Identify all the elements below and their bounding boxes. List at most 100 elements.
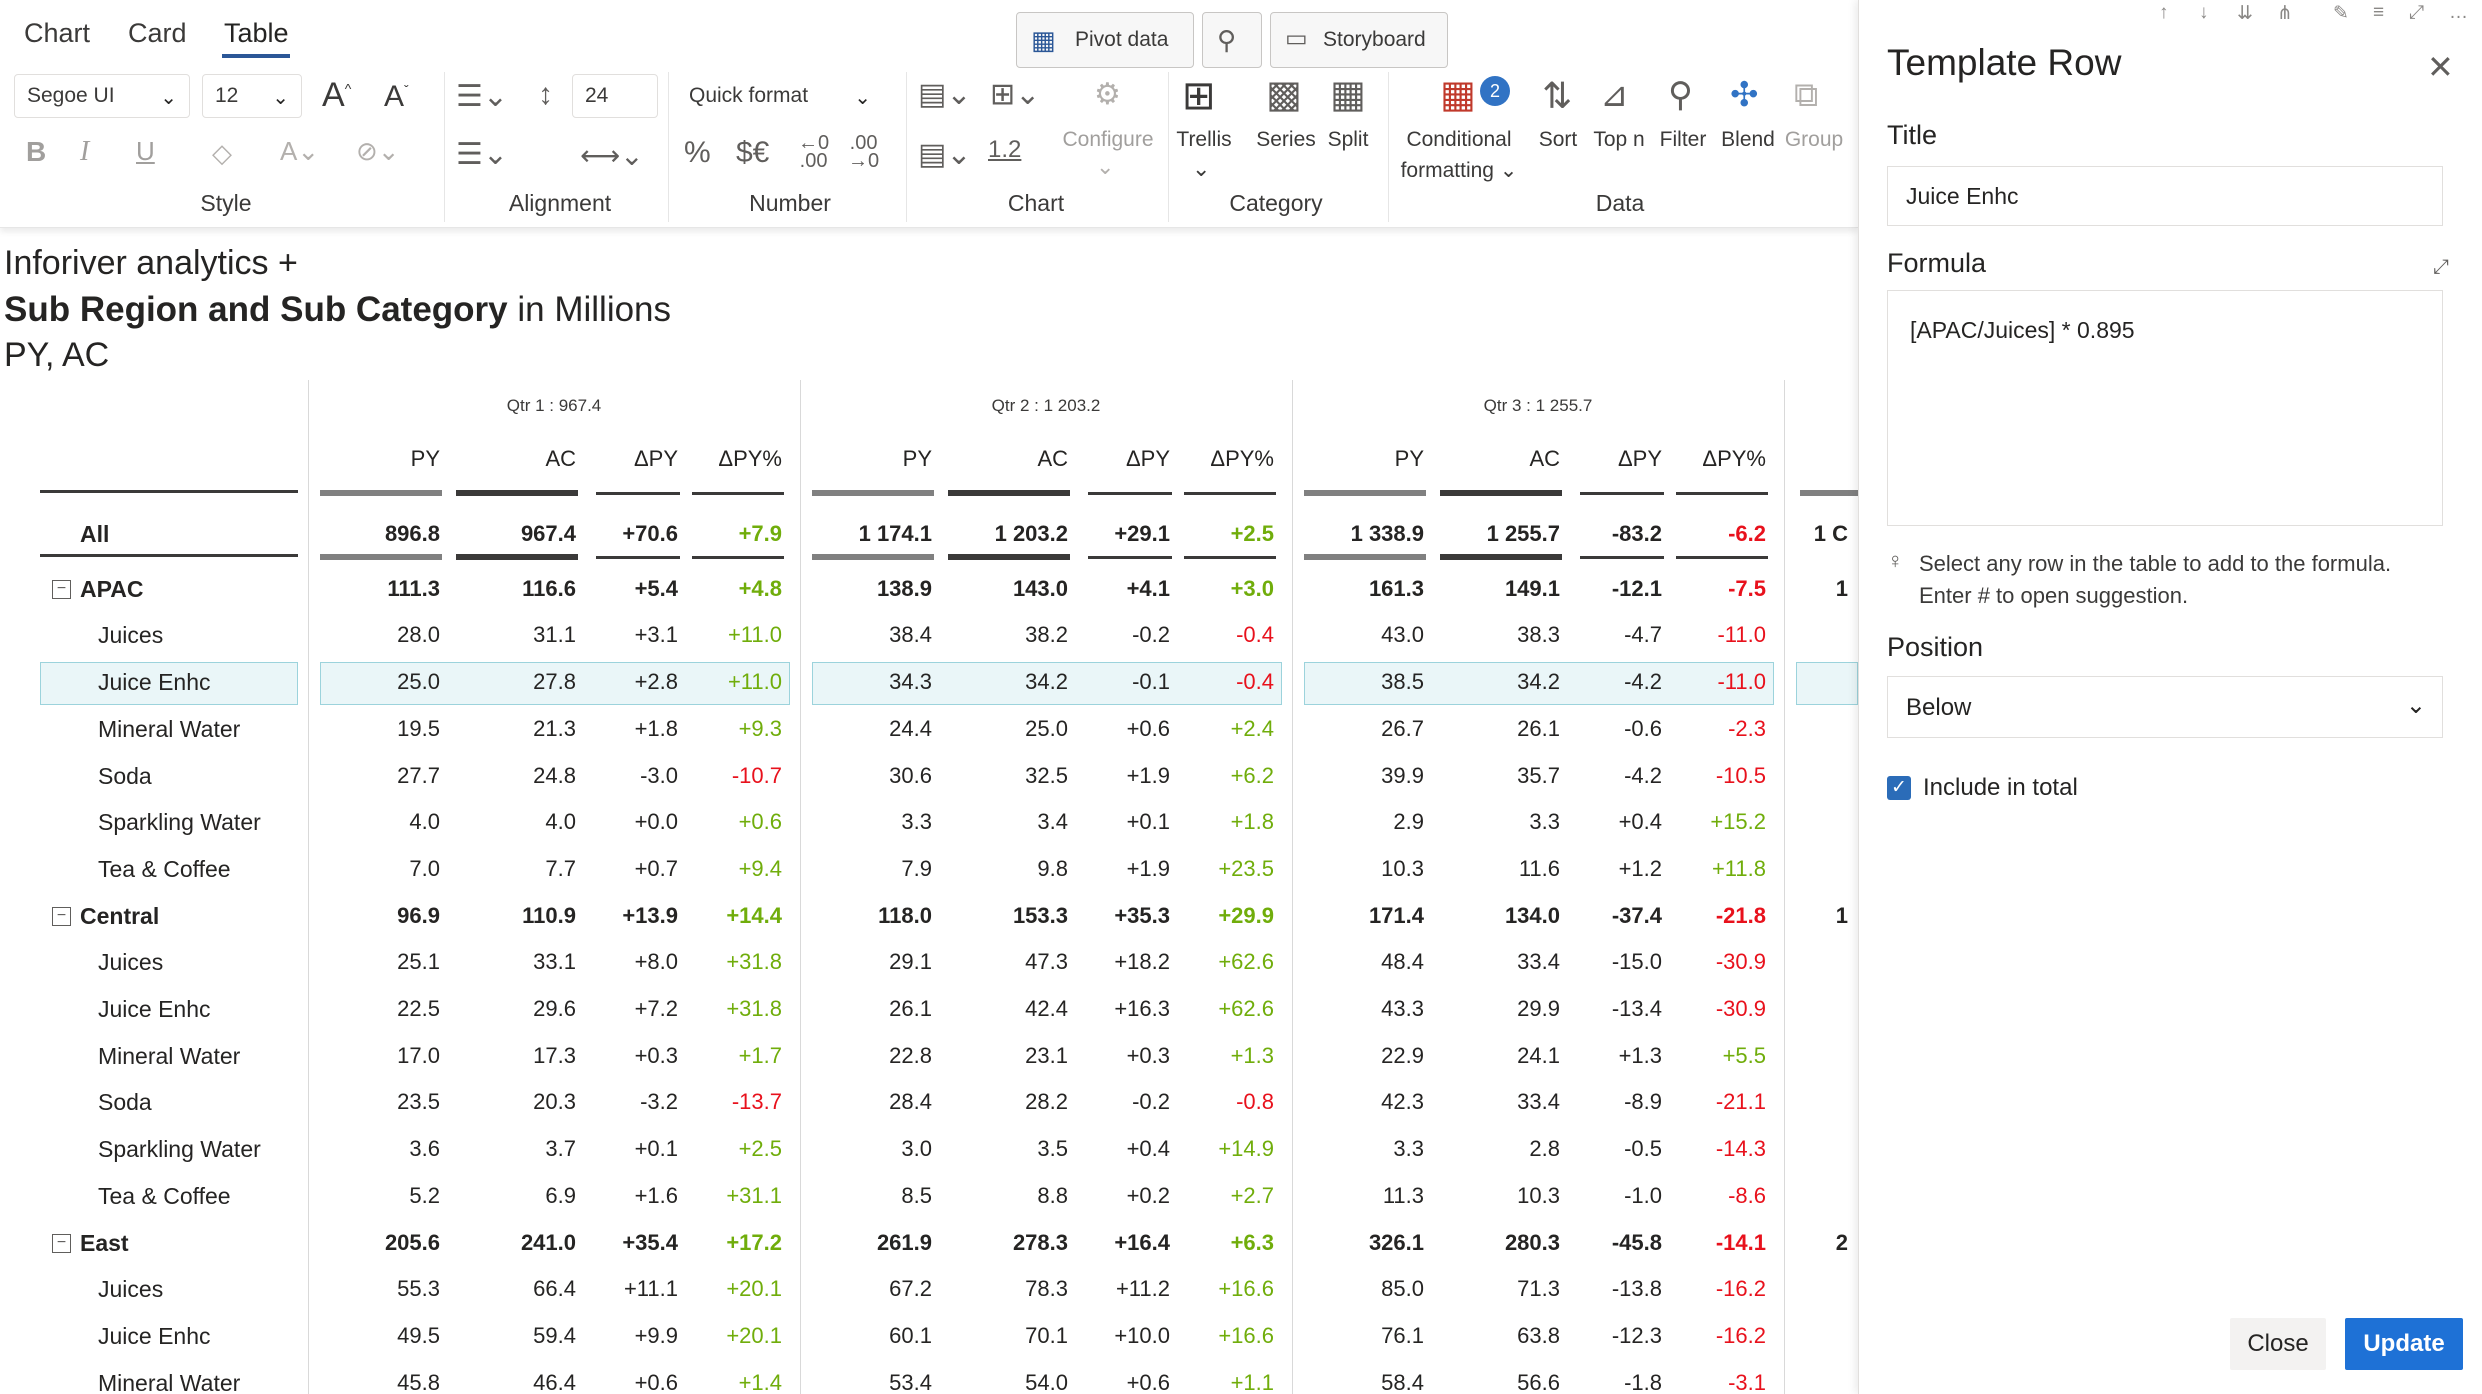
row-label[interactable]: Juice Enhc	[98, 669, 211, 695]
table-cell[interactable]: 32.5	[1025, 763, 1068, 788]
collapse-icon[interactable]: −	[52, 580, 71, 599]
table-cell[interactable]: 2.8	[1529, 1136, 1560, 1161]
table-cell[interactable]: +1.4	[738, 1370, 782, 1394]
table-cell[interactable]: 47.3	[1025, 949, 1068, 974]
table-cell[interactable]: +2.7	[1230, 1183, 1274, 1208]
table-cell[interactable]: 10.3	[1381, 856, 1424, 881]
table-cell[interactable]: -13.8	[1611, 1276, 1662, 1301]
row-label[interactable]: Mineral Water	[98, 716, 241, 742]
close-button[interactable]: Close	[2230, 1318, 2326, 1370]
update-button[interactable]: Update	[2345, 1318, 2463, 1370]
table-cell[interactable]: 78.3	[1025, 1276, 1068, 1301]
quarter-header[interactable]: Qtr 3 : 1 255.7	[1483, 396, 1593, 415]
title-input[interactable]: Juice Enhc	[1887, 166, 2443, 226]
row-label[interactable]: Mineral Water	[98, 1043, 241, 1069]
table-cell[interactable]: 1 C	[1813, 521, 1848, 546]
table-cell[interactable]: -14.3	[1715, 1136, 1766, 1161]
table-row[interactable]: Mineral Water 19.5 21.3 +1.8 +9.3 24.4 25.0 +0.…	[0, 707, 1858, 754]
blend-icon[interactable]: ✣	[1730, 76, 1759, 114]
row-label[interactable]: All	[80, 521, 110, 547]
table-cell[interactable]: 20.3	[533, 1089, 576, 1114]
table-row[interactable]: Juices 28.0 31.1 +3.1 +11.0 38.4 38.2 -0.2 -0.4 4…	[0, 613, 1858, 660]
table-cell[interactable]: 3.6	[409, 1136, 440, 1161]
table-cell[interactable]: -11.0	[1717, 669, 1766, 694]
table-cell[interactable]: +1.9	[1126, 856, 1170, 881]
column-header[interactable]: AC	[1529, 446, 1560, 471]
table-cell[interactable]: +0.7	[634, 856, 678, 881]
top-n-label[interactable]: Top n	[1593, 128, 1645, 151]
table-row[interactable]: Juice Enhc 22.5 29.6 +7.2 +31.8 26.1 42.4 +16.3…	[0, 987, 1858, 1034]
row-label[interactable]: Juices	[98, 622, 164, 648]
table-cell[interactable]: -4.7	[1624, 622, 1662, 647]
table-row[interactable]: Soda 27.7 24.8 -3.0 -10.7 30.6 32.5 +1.9 +6.2 39.…	[0, 754, 1858, 801]
table-cell[interactable]: +2.8	[634, 669, 678, 694]
table-cell[interactable]: +23.5	[1218, 856, 1274, 881]
expand-icon[interactable]: ⤢	[2433, 256, 2449, 278]
table-cell[interactable]: 27.8	[533, 669, 576, 694]
table-cell[interactable]: +3.0	[1230, 576, 1274, 601]
row-label[interactable]: Mineral Water	[98, 1370, 241, 1394]
table-cell[interactable]: 28.0	[397, 622, 440, 647]
table-cell[interactable]: +6.3	[1230, 1230, 1274, 1255]
table-cell[interactable]: +0.4	[1618, 809, 1662, 834]
table-cell[interactable]: 28.4	[889, 1089, 932, 1114]
column-header[interactable]: ΔPY	[633, 446, 678, 471]
row-label[interactable]: Juice Enhc	[98, 1323, 211, 1349]
table-cell[interactable]: -13.7	[731, 1089, 782, 1114]
increase-font-icon[interactable]: A^	[322, 76, 352, 114]
table-row[interactable]: − Central 96.9 110.9 +13.9 +14.4 118.0 153.3 +35…	[0, 894, 1858, 941]
table-cell[interactable]: 1 174.1	[858, 521, 932, 546]
table-cell[interactable]: 2	[1835, 1230, 1848, 1255]
formula-input[interactable]: [APAC/Juices] * 0.895	[1887, 290, 2443, 526]
table-cell[interactable]: -4.2	[1624, 669, 1662, 694]
table-cell[interactable]: 1 203.2	[994, 521, 1068, 546]
table-cell[interactable]: -30.9	[1715, 996, 1766, 1021]
table-cell[interactable]: +11.8	[1711, 856, 1766, 881]
table-cell[interactable]: 54.0	[1025, 1370, 1068, 1394]
table-cell[interactable]: 3.5	[1037, 1136, 1068, 1161]
report-title[interactable]: Inforiver analytics +	[4, 244, 298, 282]
table-cell[interactable]: 71.3	[1517, 1276, 1560, 1301]
table-cell[interactable]: +0.6	[738, 809, 782, 834]
table-cell[interactable]: 1	[1835, 576, 1848, 601]
conditional-formatting-icon[interactable]: ▦	[1440, 74, 1476, 116]
table-cell[interactable]: -8.6	[1728, 1183, 1766, 1208]
table-row[interactable]: Sparkling Water 3.6 3.7 +0.1 +2.5 3.0 3.5 +0.4 +…	[0, 1127, 1858, 1174]
table-row[interactable]: Juices 25.1 33.1 +8.0 +31.8 29.1 47.3 +18.2 +62.…	[0, 940, 1858, 987]
table-cell[interactable]: -12.1	[1611, 576, 1662, 601]
series-icon[interactable]: ▩	[1266, 74, 1302, 116]
focus-mode-icon[interactable]: ⤢	[2409, 2, 2425, 23]
table-cell[interactable]: 22.8	[889, 1043, 932, 1068]
row-label[interactable]: Tea & Coffee	[98, 1183, 231, 1209]
table-cell[interactable]: 55.3	[397, 1276, 440, 1301]
conditional-formatting-label[interactable]: Conditional	[1406, 128, 1512, 151]
column-header[interactable]: ΔPY	[1125, 446, 1170, 471]
table-cell[interactable]: +0.1	[1126, 809, 1170, 834]
table-cell[interactable]: +18.2	[1114, 949, 1170, 974]
table-cell[interactable]: -0.8	[1236, 1089, 1274, 1114]
remove-decimal-icon[interactable]: .00 →0	[848, 132, 880, 172]
table-cell[interactable]: -4.2	[1624, 763, 1662, 788]
table-cell[interactable]: +0.6	[1126, 1370, 1170, 1394]
sort-label[interactable]: Sort	[1538, 128, 1578, 151]
chart-row-icon[interactable]: ▤⌄	[918, 138, 972, 171]
table-row[interactable]: Juice Enhc 25.0 27.8 +2.8 +11.0 34.3 34.2 -0.1 -…	[0, 660, 1858, 707]
configure-label[interactable]: Configure	[1062, 128, 1154, 151]
row-label[interactable]: Tea & Coffee	[98, 856, 231, 882]
table-cell[interactable]: -21.1	[1715, 1089, 1766, 1114]
table-cell[interactable]: 149.1	[1504, 576, 1560, 601]
column-header[interactable]: PY	[902, 446, 932, 471]
table-cell[interactable]: 76.1	[1381, 1323, 1424, 1348]
table-cell[interactable]: 3.7	[545, 1136, 576, 1161]
table-cell[interactable]: +1.3	[1618, 1043, 1662, 1068]
table-cell[interactable]: -11.0	[1717, 622, 1766, 647]
table-cell[interactable]: 46.4	[533, 1370, 576, 1394]
column-header[interactable]: ΔPY%	[1210, 446, 1274, 471]
table-cell[interactable]: +4.8	[738, 576, 782, 601]
table-cell[interactable]: 33.4	[1517, 1089, 1560, 1114]
table-cell[interactable]: 33.4	[1517, 949, 1560, 974]
table-cell[interactable]: +1.3	[1230, 1043, 1274, 1068]
table-cell[interactable]: +1.8	[1230, 809, 1274, 834]
table-row[interactable]: − East 205.6 241.0 +35.4 +17.2 261.9 278.3 +16.4…	[0, 1221, 1858, 1268]
table-cell[interactable]: 17.3	[533, 1043, 576, 1068]
